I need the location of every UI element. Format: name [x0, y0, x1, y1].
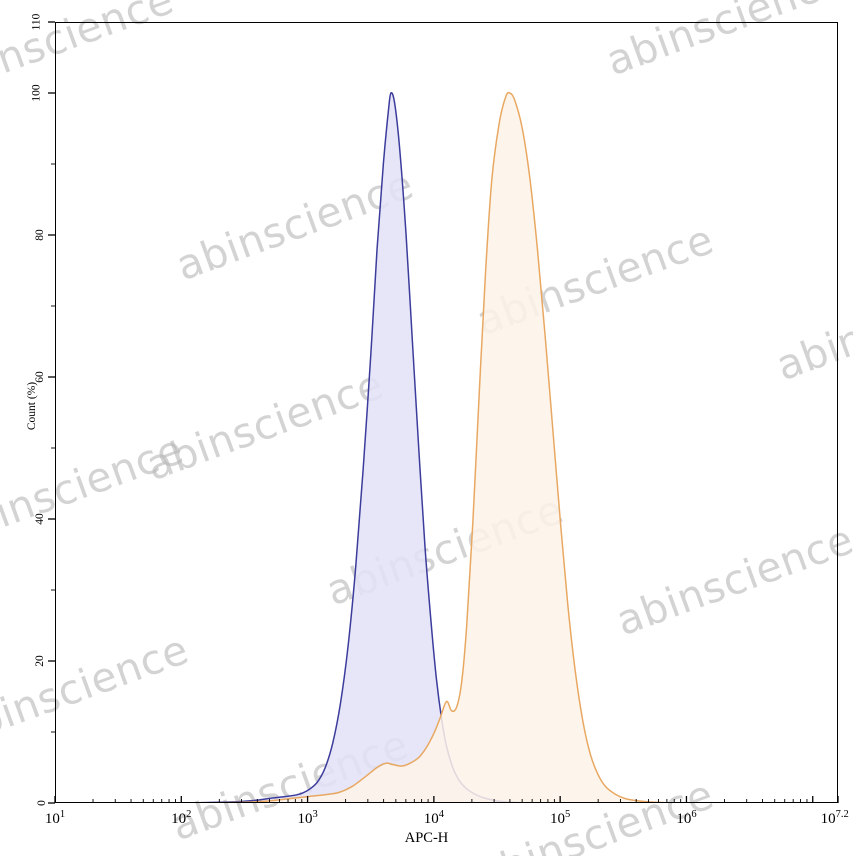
x-tick-label: 104 [423, 809, 444, 827]
x-tick-label: 106 [676, 809, 697, 827]
y-tick-label: 0 [36, 800, 49, 806]
y-tick-label: 110 [30, 13, 43, 31]
y-tick-marks [48, 21, 55, 804]
x-tick-label: 101 [44, 809, 66, 827]
plot-frame [55, 22, 838, 803]
y-tick-label: 40 [33, 513, 46, 525]
y-tick-label: 80 [33, 229, 46, 241]
series-group [55, 91, 838, 803]
x-axis-title: APC-H [404, 830, 449, 846]
y-tick-label: 100 [30, 84, 43, 102]
x-tick-label: 105 [550, 809, 571, 827]
y-axis-title: Count (%) [26, 381, 38, 431]
y-tick-label: 20 [33, 655, 46, 667]
series-line-stained [55, 91, 838, 803]
x-tick-label: 107.2 [820, 809, 849, 827]
x-tick-label: 102 [171, 809, 192, 827]
x-tick-label: 103 [297, 809, 318, 827]
